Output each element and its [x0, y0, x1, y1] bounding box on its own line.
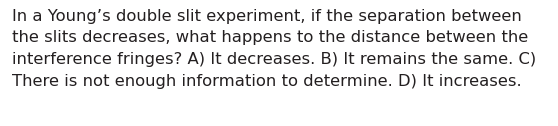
Text: In a Young’s double slit experiment, if the separation between
the slits decreas: In a Young’s double slit experiment, if …	[12, 9, 537, 89]
